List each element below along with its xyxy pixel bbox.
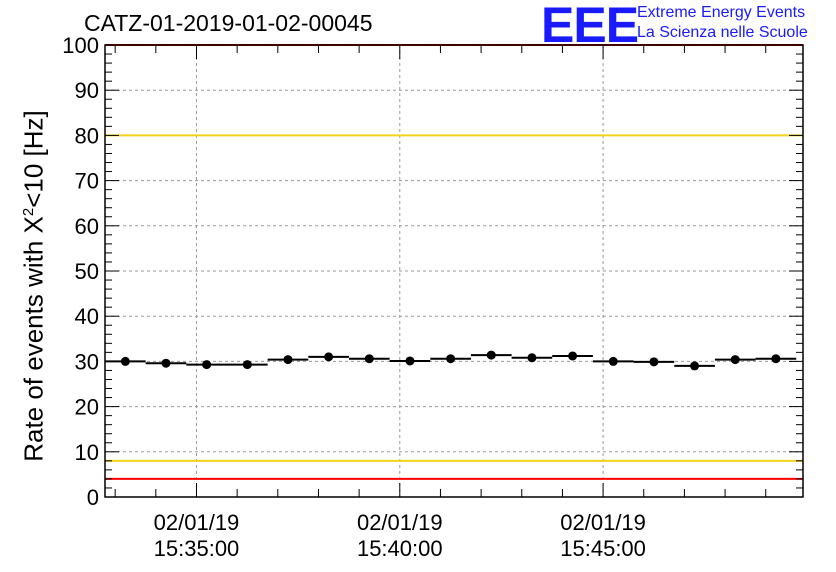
y-axis-label-tail: <10 [Hz]: [18, 110, 49, 208]
y-tick-label: 10: [75, 440, 99, 465]
y-tick-label: 20: [75, 395, 99, 420]
axes: 010203040506070809010002/01/1915:35:0002…: [62, 33, 804, 561]
data-point: [608, 356, 618, 366]
data-point: [405, 356, 415, 366]
data-point: [730, 355, 740, 365]
data-point: [120, 356, 130, 366]
x-tick-label-date: 02/01/19: [154, 510, 240, 535]
y-tick-label: 30: [75, 349, 99, 374]
data-point: [568, 351, 578, 361]
data-point: [161, 358, 171, 368]
data-point: [446, 354, 456, 364]
data-point: [324, 352, 334, 362]
data-point: [202, 360, 212, 370]
y-tick-label: 40: [75, 304, 99, 329]
data-point: [283, 355, 293, 365]
data-point: [486, 350, 496, 360]
data-point: [364, 354, 374, 364]
data-series: [105, 350, 797, 371]
y-axis-label-main: Rate of events with X: [18, 216, 49, 462]
data-point: [649, 357, 659, 367]
eee-logo: EEE: [541, 0, 639, 53]
x-tick-label-time: 15:40:00: [357, 536, 443, 561]
y-axis-label: Rate of events with X2<10 [Hz]: [19, 110, 50, 462]
y-tick-label: 90: [75, 78, 99, 103]
reference-lines: [105, 44, 803, 480]
y-tick-label: 80: [75, 123, 99, 148]
x-tick-label-date: 02/01/19: [357, 510, 443, 535]
logo-text-line-1: Extreme Energy Events: [637, 4, 806, 21]
data-point: [690, 361, 700, 371]
y-tick-label: 60: [75, 214, 99, 239]
data-point: [771, 354, 781, 364]
data-point: [527, 353, 537, 363]
y-axis-label-superscript: 2: [19, 207, 37, 217]
x-tick-label-time: 15:45:00: [560, 536, 646, 561]
y-tick-label: 70: [75, 169, 99, 194]
x-tick-label-time: 15:35:00: [154, 536, 240, 561]
y-tick-label: 100: [62, 33, 99, 58]
x-tick-label-date: 02/01/19: [560, 510, 646, 535]
chart-title: CATZ-01-2019-01-02-00045: [84, 10, 373, 36]
data-point: [242, 360, 252, 370]
y-tick-label: 0: [87, 485, 99, 510]
y-tick-label: 50: [75, 259, 99, 284]
logo-text-line-2: La Scienza nelle Scuole: [637, 24, 808, 41]
grid: [105, 45, 803, 497]
